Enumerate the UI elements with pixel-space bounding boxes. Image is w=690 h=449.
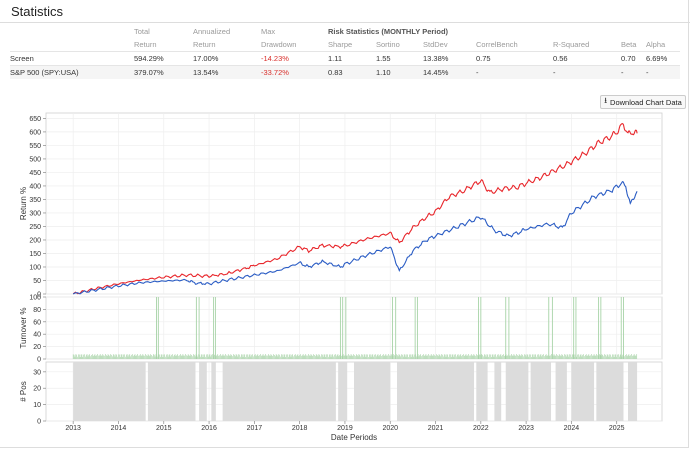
r-squared-value: 0.56 bbox=[553, 51, 621, 66]
table-row: S&P 500 (SPY:USA) 379.07% 13.54% -33.72%… bbox=[10, 65, 680, 79]
col-total-return-l2[interactable]: Return bbox=[134, 40, 157, 49]
annualized-return-value: 17.00% bbox=[193, 51, 261, 66]
sortino-value: 1.10 bbox=[376, 65, 423, 79]
download-button-label: Download Chart Data bbox=[610, 97, 682, 107]
page-title: Statistics bbox=[11, 4, 64, 19]
correlbench-value: 0.75 bbox=[476, 51, 553, 66]
col-annualized-return-l1[interactable]: Annualized bbox=[193, 27, 231, 36]
table-row: Screen 594.29% 17.00% -14.23% 1.11 1.55 … bbox=[10, 51, 680, 66]
header-row-2: Return Return Drawdown Sharpe Sortino St… bbox=[10, 38, 680, 52]
sharpe-value: 1.11 bbox=[328, 51, 376, 66]
col-annualized-return-l2[interactable]: Return bbox=[193, 40, 216, 49]
stddev-value: 13.38% bbox=[423, 51, 476, 66]
sortino-value: 1.55 bbox=[376, 51, 423, 66]
col-beta[interactable]: Beta bbox=[621, 40, 637, 49]
col-r-squared[interactable]: R-Squared bbox=[553, 40, 590, 49]
beta-value: - bbox=[621, 65, 646, 79]
beta-value: 0.70 bbox=[621, 51, 646, 66]
annualized-return-value: 13.54% bbox=[193, 65, 261, 79]
download-chart-data-button[interactable]: ⭳ Download Chart Data bbox=[600, 95, 686, 109]
total-return-value: 594.29% bbox=[134, 51, 193, 66]
stddev-value: 14.45% bbox=[423, 65, 476, 79]
correlbench-value: - bbox=[476, 65, 553, 79]
sharpe-value: 0.83 bbox=[328, 65, 376, 79]
row-name: Screen bbox=[10, 51, 134, 66]
download-icon: ⭳ bbox=[604, 96, 608, 105]
header-row-1: Total Annualized Max Risk Statistics (MO… bbox=[10, 25, 680, 38]
max-drawdown-value: -14.23% bbox=[261, 51, 328, 66]
alpha-value: 6.69% bbox=[646, 51, 680, 66]
row-name: S&P 500 (SPY:USA) bbox=[10, 65, 134, 79]
title-divider bbox=[0, 22, 690, 23]
alpha-value: - bbox=[646, 65, 680, 79]
col-sortino[interactable]: Sortino bbox=[376, 40, 400, 49]
col-stddev[interactable]: StdDev bbox=[423, 40, 448, 49]
statistics-table: Total Annualized Max Risk Statistics (MO… bbox=[10, 25, 680, 79]
total-return-value: 379.07% bbox=[134, 65, 193, 79]
col-total-return-l1[interactable]: Total bbox=[134, 27, 150, 36]
col-alpha[interactable]: Alpha bbox=[646, 40, 666, 49]
col-correlbench[interactable]: CorrelBench bbox=[476, 40, 518, 49]
col-sharpe[interactable]: Sharpe bbox=[328, 40, 353, 49]
r-squared-value: - bbox=[553, 65, 621, 79]
risk-statistics-title: Risk Statistics (MONTHLY Period) bbox=[328, 27, 449, 36]
max-drawdown-value: -33.72% bbox=[261, 65, 328, 79]
col-max-drawdown-l2[interactable]: Drawdown bbox=[261, 40, 297, 49]
col-max-drawdown-l1[interactable]: Max bbox=[261, 27, 276, 36]
